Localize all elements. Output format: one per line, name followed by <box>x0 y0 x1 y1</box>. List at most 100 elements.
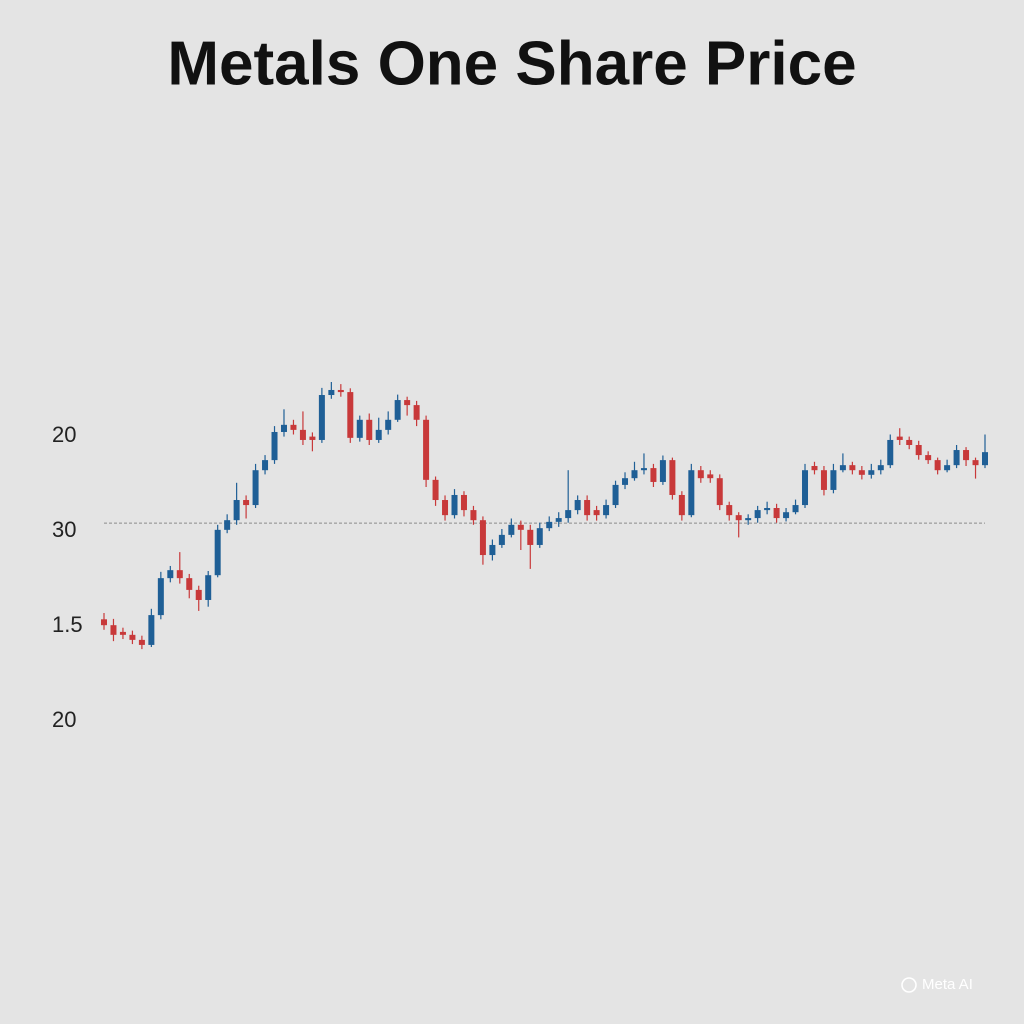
candle-body <box>337 389 344 393</box>
candle-body <box>442 500 449 516</box>
candle-body <box>309 436 316 440</box>
candle-body <box>280 424 287 432</box>
candle-body <box>318 395 325 440</box>
candle-body <box>574 500 581 511</box>
candle-body <box>773 508 780 519</box>
candle-body <box>290 424 297 430</box>
candle-body <box>546 521 553 529</box>
candle-body <box>148 615 155 645</box>
watermark-icon <box>901 977 917 993</box>
candle-body <box>498 534 505 545</box>
candle-body <box>460 494 467 511</box>
candle-body <box>527 529 534 545</box>
candle-body <box>451 494 458 516</box>
candle-body <box>811 466 818 471</box>
candle-body <box>186 578 193 590</box>
candle-body <box>110 625 117 635</box>
candle-body <box>356 419 363 438</box>
candle-body <box>830 470 837 490</box>
candle-body <box>593 510 600 516</box>
candle-body <box>347 392 354 438</box>
candle-body <box>413 405 420 420</box>
candle-body <box>669 460 676 495</box>
candle-body <box>366 419 373 440</box>
candle-body <box>101 619 107 626</box>
candle-body <box>697 470 704 479</box>
candle-body <box>271 431 278 461</box>
candle-body <box>205 575 212 600</box>
candle-body <box>299 429 306 440</box>
candle-body <box>877 465 884 471</box>
candle-body <box>726 505 733 516</box>
candle-body <box>716 478 723 506</box>
candle-body <box>423 419 430 480</box>
candle-body <box>868 470 875 475</box>
candle-body <box>432 479 439 501</box>
candle-body <box>688 470 695 516</box>
candle-body <box>195 589 202 600</box>
candle-body <box>792 505 799 513</box>
candle-body <box>944 465 951 471</box>
candle-body <box>650 468 657 482</box>
candle-body <box>508 524 515 535</box>
candle-body <box>555 518 562 522</box>
candle-body <box>934 460 941 471</box>
candle-body <box>707 474 714 479</box>
y-axis-label: 20 <box>52 707 76 732</box>
candle-body <box>764 508 771 511</box>
candle-body <box>783 512 790 519</box>
candle-body <box>129 634 136 640</box>
candle-body <box>328 389 335 396</box>
candle-body <box>536 528 543 545</box>
candle-body <box>953 450 960 466</box>
candle-body <box>584 500 591 516</box>
candle-body <box>754 510 761 519</box>
candle-body <box>138 639 145 645</box>
candle-body <box>119 631 126 635</box>
candle-body <box>224 520 231 530</box>
candle-body <box>262 460 269 471</box>
candle-body <box>802 470 809 506</box>
candle-body <box>887 439 894 466</box>
candle-body <box>925 455 932 461</box>
candle-body <box>157 578 164 616</box>
candle-body <box>849 465 856 471</box>
watermark-text: Meta AI <box>922 976 973 993</box>
candle-body <box>517 524 524 530</box>
candle-body <box>375 429 382 440</box>
candle-body <box>858 470 865 475</box>
y-axis-label: 30 <box>52 517 76 542</box>
candle-body <box>982 452 988 466</box>
y-axis-label: 20 <box>52 422 76 447</box>
chart-title: Metals One Share Price <box>167 29 856 98</box>
candle-body <box>214 529 221 576</box>
candle-body <box>565 510 572 519</box>
candle-body <box>735 515 742 521</box>
candle-body <box>963 450 970 461</box>
candle-body <box>385 419 392 430</box>
candle-body <box>622 478 629 485</box>
candle-body <box>252 470 259 506</box>
candle-body <box>906 439 913 445</box>
candle-body <box>612 484 619 506</box>
candle-body <box>470 510 477 521</box>
candle-body <box>479 520 486 556</box>
candle-body <box>839 465 846 471</box>
candle-body <box>243 500 250 506</box>
candle-body <box>640 468 647 471</box>
candle-body <box>176 570 183 579</box>
candle-body <box>659 460 666 482</box>
watermark: Meta AI <box>901 976 973 993</box>
candle-body <box>915 445 922 456</box>
candle-body <box>745 518 752 521</box>
candle-body <box>603 505 610 516</box>
candle-body <box>820 470 827 490</box>
candle-body <box>631 470 638 479</box>
candle-body <box>233 500 240 521</box>
candle-body <box>678 494 685 516</box>
candle-body <box>404 400 411 406</box>
candle-body <box>489 544 496 556</box>
candle-body <box>972 460 979 466</box>
